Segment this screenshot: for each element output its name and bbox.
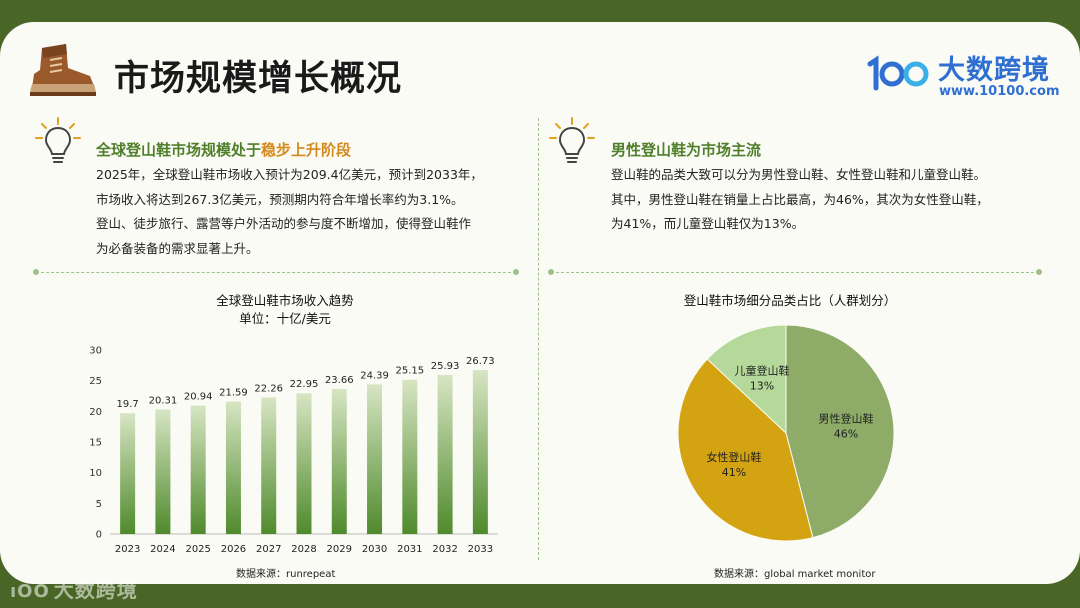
- right-para-line: 登山鞋的品类大致可以分为男性登山鞋、女性登山鞋和儿童登山鞋。: [611, 167, 987, 182]
- y-tick-label: 20: [89, 407, 102, 418]
- bar: [472, 370, 488, 534]
- bar-value-label: 24.39: [360, 370, 389, 381]
- bar-value-label: 21.59: [219, 388, 248, 399]
- bar-value-label: 19.7: [117, 399, 139, 410]
- pie-slice-value: 13%: [750, 379, 774, 392]
- bar: [225, 401, 241, 534]
- bar: [402, 379, 418, 534]
- bar-chart-source: 数据来源：runrepeat: [236, 569, 336, 580]
- left-heading-text: 全球登山鞋市场规模处于: [96, 141, 262, 159]
- pie-slice-label: 女性登山鞋: [706, 450, 761, 464]
- left-para-line: 市场收入将达到267.3亿美元，预测期内符合年增长率约为3.1%。: [96, 191, 464, 207]
- x-tick-label: 2033: [468, 544, 493, 555]
- content-card: [0, 22, 1080, 584]
- brand-url: www.10100.com: [939, 84, 1060, 99]
- pie-chart: 男性登山鞋 46% 女性登山鞋 41% 儿童登山鞋 13%: [677, 324, 895, 542]
- lightbulb-icon: [35, 117, 81, 163]
- bar-chart-title: 全球登山鞋市场收入趋势: [216, 293, 354, 308]
- y-tick-label: 30: [89, 346, 102, 357]
- pie-slice-label: 儿童登山鞋: [734, 363, 789, 377]
- bar-value-label: 22.26: [254, 383, 283, 394]
- left-section-heading: 全球登山鞋市场规模处于稳步上升阶段: [96, 139, 351, 160]
- pie-slice-value: 46%: [834, 427, 858, 440]
- pie-chart-title: 登山鞋市场细分品类占比（人群划分）: [683, 293, 897, 308]
- x-tick-label: 2032: [432, 544, 457, 555]
- x-tick-label: 2030: [362, 544, 387, 555]
- bar-chart-subtitle: 单位：十亿/美元: [239, 311, 331, 326]
- right-para-line: 其中，男性登山鞋在销量上占比最高，为46%，其次为女性登山鞋，: [611, 191, 989, 207]
- brand-mark-icon: [867, 55, 929, 91]
- y-tick-label: 0: [96, 530, 102, 541]
- y-tick-label: 5: [96, 499, 102, 510]
- hiking-boot-icon: [30, 44, 96, 96]
- x-tick-label: 2026: [221, 544, 246, 555]
- pie-chart-source: 数据来源：global market monitor: [714, 569, 876, 580]
- x-tick-label: 2029: [327, 544, 352, 555]
- bar-value-label: 20.31: [149, 395, 178, 406]
- x-tick-label: 2027: [256, 544, 281, 555]
- horizontal-divider-right: [548, 269, 1042, 275]
- watermark-logo-icon: ıOO: [10, 581, 50, 602]
- left-para-line: 为必备装备的需求显著上升。: [96, 240, 259, 256]
- y-tick-label: 10: [89, 468, 102, 479]
- vertical-divider: [538, 118, 539, 560]
- right-para-line: 为41%，而儿童登山鞋仅为13%。: [611, 216, 805, 231]
- pie-slice-label: 男性登山鞋: [819, 411, 874, 425]
- bar: [155, 409, 171, 534]
- bar-value-label: 20.94: [184, 392, 213, 403]
- bar-value-label: 22.95: [290, 379, 319, 390]
- watermark-text: 大数跨境: [53, 578, 138, 602]
- horizontal-divider-left: [33, 269, 519, 275]
- x-tick-label: 2028: [291, 544, 316, 555]
- pie-slice: [706, 324, 787, 435]
- left-para-line: 登山、徒步旅行、露营等户外活动的参与度不断增加，使得登山鞋作: [96, 216, 472, 231]
- x-tick-label: 2023: [115, 544, 140, 555]
- x-tick-label: 2031: [397, 544, 422, 555]
- bar-value-label: 23.66: [325, 375, 354, 386]
- right-section-paragraph: 登山鞋的品类大致可以分为男性登山鞋、女性登山鞋和儿童登山鞋。 其中，男性登山鞋在…: [611, 163, 1041, 237]
- brand-logo: 大数跨境 www.10100.com: [866, 48, 1060, 102]
- lightbulb-icon: [549, 117, 595, 163]
- bar-chart: 05101520253019.7202320.31202420.94202521…: [89, 346, 498, 555]
- pie-slice: [677, 358, 814, 542]
- bar-chart-title-block: 全球登山鞋市场收入趋势 单位：十亿/美元: [100, 292, 470, 328]
- bar: [120, 413, 136, 534]
- bar-value-label: 25.15: [395, 366, 424, 377]
- left-para-line: 2025年，全球登山鞋市场收入预计为209.4亿美元，预计到2033年，: [96, 167, 483, 182]
- bar: [296, 393, 312, 534]
- x-tick-label: 2025: [185, 544, 210, 555]
- y-tick-label: 15: [89, 438, 102, 449]
- watermark: ıOO 大数跨境: [10, 574, 138, 603]
- x-tick-label: 2024: [150, 544, 175, 555]
- right-section-heading: 男性登山鞋为市场主流: [611, 141, 762, 159]
- pie-slice: [785, 324, 895, 539]
- bar: [190, 405, 206, 534]
- brand-name: 大数跨境: [938, 55, 1050, 86]
- left-section-paragraph: 2025年，全球登山鞋市场收入预计为209.4亿美元，预计到2033年， 市场收…: [96, 163, 516, 261]
- page-title: 市场规模增长概况: [114, 59, 403, 99]
- bar-value-label: 26.73: [466, 356, 495, 367]
- left-heading-highlight: 稳步上升阶段: [261, 141, 352, 159]
- bar-value-label: 25.93: [431, 361, 460, 372]
- pie-slice-value: 41%: [722, 466, 746, 479]
- bar: [367, 384, 383, 534]
- bar: [261, 397, 277, 534]
- bar: [331, 388, 347, 534]
- bar: [437, 374, 453, 534]
- y-tick-label: 25: [89, 376, 102, 387]
